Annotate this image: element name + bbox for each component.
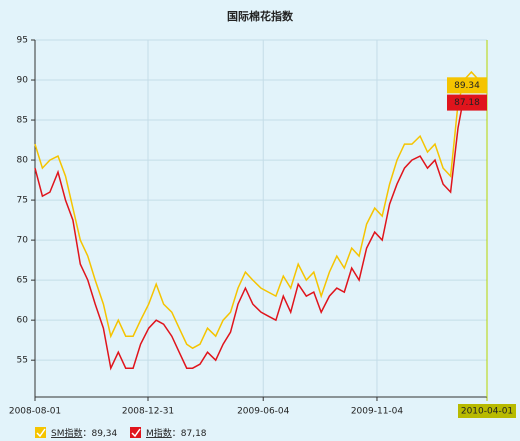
- legend-swatch[interactable]: [35, 427, 46, 438]
- end-label-box: [447, 94, 487, 111]
- y-tick-label: 90: [17, 76, 29, 86]
- y-tick-label: 85: [17, 116, 28, 126]
- series-line: [34, 95, 487, 371]
- y-tick-label: 60: [17, 316, 29, 326]
- y-tick-label: 80: [17, 156, 29, 166]
- series-line: [34, 70, 487, 350]
- y-tick-label: 75: [17, 196, 28, 206]
- end-label-box: [447, 77, 487, 94]
- chart-title: 国际棉花指数: [227, 9, 294, 23]
- legend-check: [131, 428, 141, 438]
- legend-value: ：89,34: [82, 429, 117, 439]
- legend-label: M指数：87,18: [146, 427, 207, 439]
- legend-swatch[interactable]: [130, 427, 141, 438]
- legend-check: [36, 428, 46, 438]
- end-label: 89.34: [454, 81, 480, 91]
- legend-label: SM指数：89,34: [51, 427, 118, 439]
- y-tick-label: 65: [17, 276, 28, 286]
- x-tick-label: 2009-11-04: [351, 407, 404, 417]
- end-label: 87.18: [454, 98, 480, 108]
- x-tick-label: 2009-06-04: [237, 407, 290, 417]
- y-tick-label: 70: [17, 236, 29, 246]
- legend-value: ：87,18: [172, 429, 207, 439]
- legend-name: SM指数: [51, 427, 82, 439]
- y-tick-label: 95: [17, 36, 28, 46]
- legend-name: M指数: [146, 427, 172, 439]
- x-tick-label: 2008-08-01: [9, 407, 61, 417]
- x-tick-label: 2010-04-01: [461, 407, 513, 417]
- y-tick-label: 55: [17, 356, 28, 366]
- x-tick-label: 2008-12-31: [122, 407, 174, 417]
- x-tick-highlight: [458, 404, 516, 418]
